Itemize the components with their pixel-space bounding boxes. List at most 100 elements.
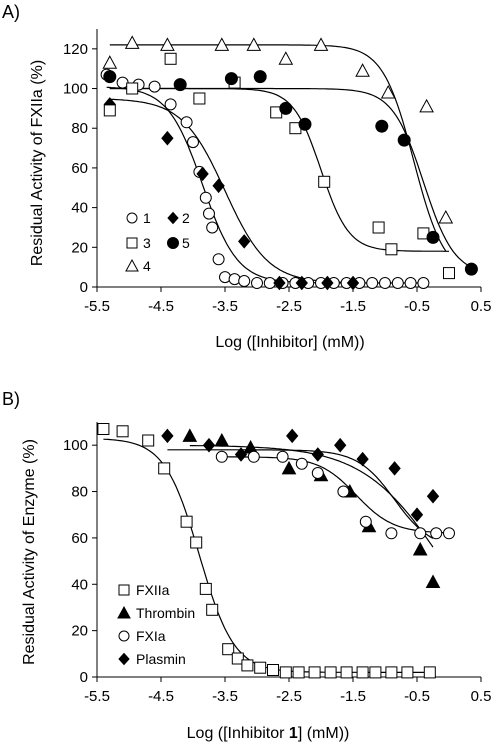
legend-label-2: 2: [182, 210, 190, 226]
panel-a-x-axis-title: Log ([Inhibitor] (mM)): [215, 334, 364, 351]
data-point-fxia: [414, 527, 427, 540]
data-point-thrombin: [281, 460, 297, 475]
data-point-4: [278, 51, 294, 65]
x-tick-label: -4.5: [148, 688, 174, 705]
panel-b-data-points: [97, 423, 455, 679]
data-point-1: [391, 277, 404, 289]
data-point-plasmin: [356, 451, 369, 467]
x-tick-label: -3.5: [212, 298, 238, 315]
data-point-2: [212, 178, 225, 194]
panel-a-y-axis-title: Residual Activity of FXIIa (%): [29, 60, 46, 266]
data-point-1: [417, 277, 430, 289]
x-tick-label: -2.5: [276, 688, 302, 705]
y-tick-label: 20: [71, 623, 88, 640]
data-point-plasmin: [334, 437, 347, 453]
data-point-5: [173, 78, 187, 92]
data-point-fxiia: [190, 536, 203, 549]
panel-a-fit-curves: [106, 44, 472, 284]
data-point-1: [366, 277, 379, 289]
y-tick-label: 100: [63, 437, 88, 454]
data-point-1: [404, 277, 417, 289]
data-point-fxia: [247, 450, 260, 463]
y-tick-label: 0: [80, 279, 88, 296]
legend-marker-4: [125, 258, 139, 272]
x-tick-label: -5.5: [84, 688, 110, 705]
panel-b-label: B): [2, 389, 20, 409]
data-point-fxiia: [423, 666, 436, 679]
x-tick-label: 0.5: [471, 688, 492, 705]
y-tick-label: 60: [71, 160, 88, 177]
data-point-fxiia: [97, 423, 110, 435]
panel-b-legend: FXIIa Thrombin FXIa Plasmin: [117, 582, 195, 667]
legend-marker-5: [167, 237, 179, 249]
data-point-1: [180, 116, 193, 129]
data-point-fxiia: [279, 666, 292, 679]
data-point-4: [124, 35, 140, 49]
y-tick-label: 100: [63, 81, 88, 98]
data-point-1: [206, 221, 219, 234]
data-point-2: [321, 275, 334, 291]
panel-a-data-points: [100, 35, 478, 291]
panel-a-label: A): [2, 2, 20, 22]
data-point-4: [246, 37, 262, 51]
x-axis-title-part-3: ] (mM)): [298, 725, 350, 742]
data-point-2: [196, 166, 209, 182]
data-point-fxiia: [308, 666, 321, 679]
legend-label-fxia: FXIa: [136, 628, 166, 644]
x-tick-label: -0.5: [404, 298, 430, 315]
panel-a: A) Residual Activity of FXIIa (%) Log ([…: [2, 2, 491, 351]
data-point-fxia: [215, 450, 228, 463]
data-point-fxiia: [254, 661, 267, 674]
data-point-4: [438, 209, 454, 224]
data-point-plasmin: [410, 507, 424, 522]
y-tick-label: 60: [71, 530, 88, 547]
panel-b: B) Residual Activity of Enzyme (%) Log (…: [2, 389, 491, 742]
data-point-fxiia: [385, 666, 398, 679]
y-tick-label: 40: [71, 576, 88, 593]
data-point-2: [295, 275, 308, 291]
legend-marker-2: [167, 211, 179, 225]
data-point-plasmin: [426, 488, 440, 504]
data-point-fxia: [430, 527, 443, 540]
legend-label-plasmin: Plasmin: [136, 651, 186, 667]
data-point-4: [419, 98, 434, 113]
data-point-fxiia: [222, 643, 235, 656]
x-tick-label: -3.5: [212, 688, 238, 705]
legend-label-1: 1: [143, 210, 151, 226]
data-point-2: [161, 130, 174, 146]
x-tick-label: -1.5: [340, 298, 366, 315]
x-tick-label: -1.5: [340, 688, 366, 705]
data-point-plasmin: [161, 428, 174, 444]
legend-label-thrombin: Thrombin: [136, 605, 195, 621]
data-point-5: [375, 119, 389, 133]
data-point-fxiia: [267, 664, 279, 676]
data-point-fxiia: [158, 462, 171, 475]
data-point-1: [379, 277, 391, 289]
legend-marker-fxia: [118, 630, 130, 642]
data-point-4: [313, 37, 329, 51]
y-tick-label: 120: [63, 41, 88, 58]
data-point-1: [228, 273, 241, 286]
y-tick-label: 20: [71, 239, 88, 256]
fit-curve-1: [106, 86, 424, 284]
data-point-fxiia: [142, 434, 155, 447]
x-tick-label: -4.5: [148, 298, 174, 315]
fit-curve-4: [109, 44, 447, 252]
data-point-1: [212, 253, 225, 266]
data-point-thrombin: [425, 574, 441, 588]
data-point-fxiia: [206, 603, 219, 616]
data-point-5: [426, 230, 440, 244]
data-point-fxia: [311, 467, 324, 479]
data-point-5: [253, 70, 267, 84]
data-point-fxiia: [180, 515, 193, 528]
data-point-1: [251, 277, 263, 289]
data-point-5: [224, 72, 238, 86]
legend-label-4: 4: [143, 258, 151, 274]
data-point-1: [199, 191, 212, 204]
y-tick-label: 40: [71, 200, 88, 217]
y-tick-label: 0: [80, 669, 88, 686]
data-point-plasmin: [311, 447, 324, 462]
x-axis-title-part-1: Log ([Inhibitor: [187, 725, 289, 742]
panel-b-ticks: -5.5 -4.5 -3.5 -2.5 -1.5 -0.5 0.5 0 20 40 60 80 100: [63, 437, 491, 705]
